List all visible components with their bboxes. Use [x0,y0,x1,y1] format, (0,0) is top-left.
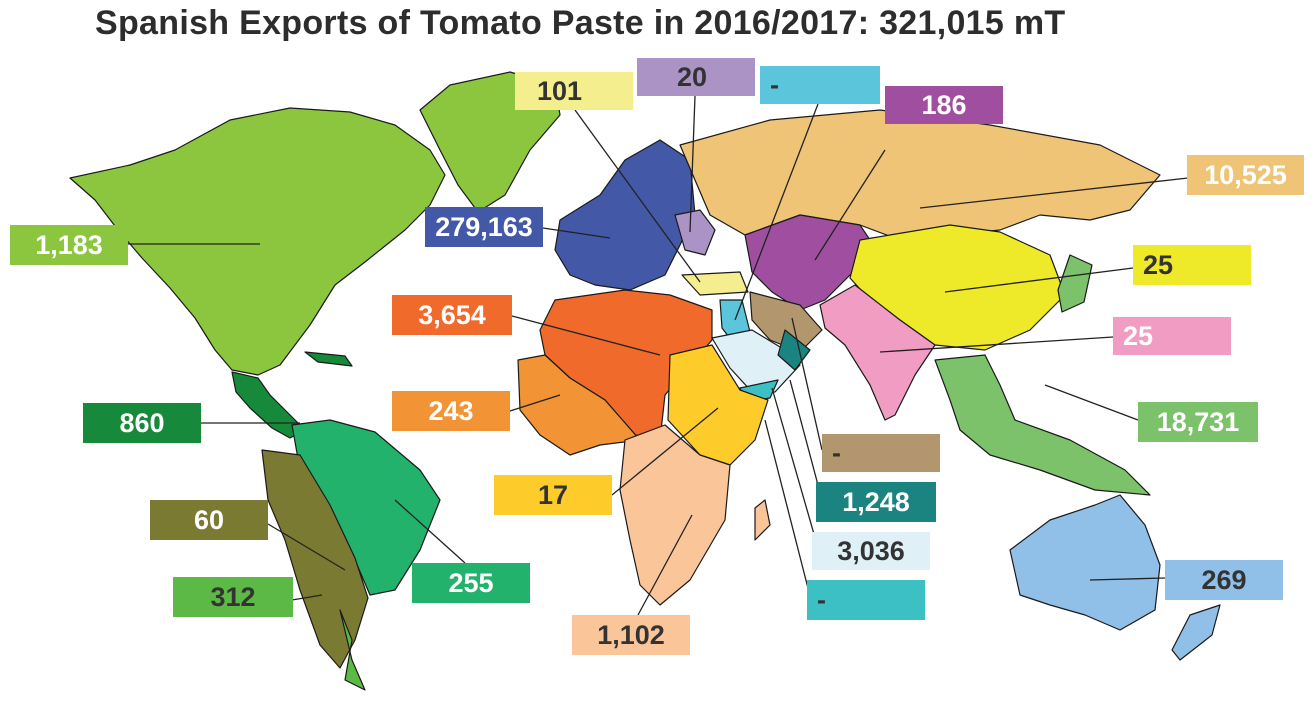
value-label-russia: 10,525 [1187,155,1304,195]
region-other-europe-east [674,209,716,256]
region-oceania [1009,494,1161,631]
region-other-europe-west [681,271,749,296]
leader-line-russia [919,177,1189,209]
value-label-arabian-gulf: 1,248 [816,482,936,522]
region-japan [1057,254,1093,313]
leader-line-southern-cone [291,594,323,601]
region-caribbean-islands [304,351,353,367]
value-label-north-africa: 3,654 [392,295,512,335]
value-label-other-europe-east: 20 [637,58,755,96]
value-label-caucasus-levant: - [760,66,880,104]
leader-line-other-europe-east [689,95,696,233]
region-new-zealand [1171,604,1221,661]
leader-line-north-africa [511,315,661,356]
leader-line-south-asia [879,336,1114,353]
value-label-european-union: 279,163 [425,207,543,247]
value-label-red-sea-states: - [807,580,925,620]
value-label-central-asia: 186 [885,86,1003,124]
value-label-southeast-asia: 18,731 [1138,402,1258,442]
leader-line-east-africa [611,407,719,496]
value-label-east-asia: 25 [1133,245,1251,285]
region-east-africa [667,344,769,466]
value-label-oceania: 269 [1165,560,1283,600]
leader-line-saudi-arabia [771,387,819,549]
leader-line-central-asia [814,149,886,261]
leader-line-andean-south-america [267,523,346,571]
leader-line-iran-region [791,317,823,451]
region-saudi-arabia [711,329,801,393]
leader-line-oceania [1089,577,1166,581]
leader-line-southeast-asia [1044,384,1139,421]
region-russia [679,109,1161,241]
region-southern-cone [339,609,366,691]
value-label-central-america-caribbean: 860 [83,403,201,443]
region-european-union [554,139,696,291]
value-label-west-africa: 243 [392,391,510,431]
value-label-saudi-arabia: 3,036 [812,532,930,570]
region-north-america [69,107,446,376]
leader-line-brazil-region [394,499,466,564]
leader-line-east-asia [944,267,1134,293]
leader-line-caucasus-levant [734,103,819,321]
region-central-asia [744,214,881,311]
value-label-southern-cone: 312 [173,577,293,617]
value-label-other-europe-west: 101 [515,72,633,110]
leader-line-other-europe-west [574,109,701,283]
region-southeast-asia [934,354,1151,496]
leader-line-arabian-gulf [789,379,823,501]
value-label-southern-africa: 1,102 [572,615,690,655]
leader-line-southern-africa [637,514,693,616]
leader-line-red-sea-states [764,419,811,597]
value-label-east-africa: 17 [494,475,612,515]
region-west-africa [517,354,641,456]
value-label-brazil-region: 255 [412,563,530,603]
region-southern-africa [619,424,731,606]
leader-line-west-africa [509,394,561,412]
region-south-asia [819,284,936,421]
page-title: Spanish Exports of Tomato Paste in 2016/… [95,4,1066,42]
leader-line-european-union [542,227,611,239]
value-label-north-america: 1,183 [10,225,128,265]
value-label-andean-south-america: 60 [150,500,268,540]
value-label-south-asia: 25 [1113,317,1231,355]
region-madagascar [754,499,771,541]
value-label-iran-region: - [822,434,940,472]
